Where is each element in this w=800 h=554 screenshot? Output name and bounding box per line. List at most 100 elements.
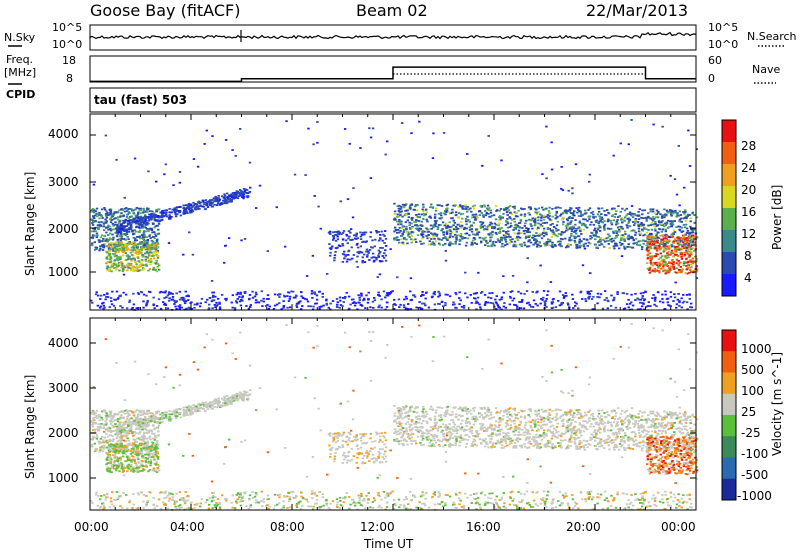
power-cell <box>481 226 485 228</box>
nave-tick-bottom: 0 <box>708 72 715 85</box>
power-cell <box>321 295 324 298</box>
power-cell <box>448 225 451 228</box>
power-cell <box>112 228 116 231</box>
power-cell <box>692 270 695 272</box>
velocity-cell <box>153 414 156 417</box>
power-cell <box>678 225 682 228</box>
power-cell <box>654 296 657 299</box>
power-cell <box>468 228 472 231</box>
power-cell <box>197 208 200 210</box>
power-cell <box>214 195 217 198</box>
power-cell <box>462 205 465 207</box>
power-cell <box>583 212 587 215</box>
power-cell <box>293 173 297 176</box>
power-cell <box>245 189 249 191</box>
power-cell <box>144 239 147 242</box>
power-cell <box>665 222 669 225</box>
power-cell <box>464 206 468 209</box>
power-cell <box>644 305 648 308</box>
power-cell <box>578 240 581 243</box>
power-cell <box>535 228 539 231</box>
velocity-cell <box>136 416 139 419</box>
power-cell <box>664 272 667 275</box>
power-cell <box>243 238 247 240</box>
power-cell <box>690 239 694 241</box>
power-cell <box>481 222 485 224</box>
velocity-cell <box>120 414 123 417</box>
power-cell <box>124 293 128 296</box>
power-cell <box>630 301 633 304</box>
power-cell <box>454 204 457 207</box>
power-cell <box>522 230 526 232</box>
power-cell <box>150 227 153 230</box>
power-cell <box>367 298 370 301</box>
power-ytick-3000: 3000 <box>48 175 79 189</box>
power-cell <box>384 254 388 257</box>
power-cell <box>111 222 114 225</box>
power-cell <box>339 245 342 247</box>
power-cell <box>329 302 332 305</box>
velocity-cell <box>103 444 106 447</box>
velocity-cell <box>95 448 99 450</box>
power-cell <box>424 297 427 300</box>
power-cell <box>670 262 674 265</box>
velocity-cell <box>104 416 108 419</box>
velocity-cell <box>93 429 97 432</box>
power-cell <box>407 208 411 211</box>
power-cell <box>444 304 447 306</box>
power-cell <box>142 232 145 235</box>
power-cell <box>687 244 690 247</box>
power-cell <box>146 208 149 211</box>
power-cell <box>141 267 145 269</box>
power-cell <box>248 294 252 296</box>
power-cell <box>677 264 681 267</box>
power-cell <box>498 228 502 231</box>
power-cell <box>287 291 291 294</box>
power-cell <box>608 227 611 230</box>
power-cell <box>128 264 131 267</box>
power-cell <box>647 301 650 304</box>
power-cell <box>341 238 345 241</box>
power-cell <box>561 189 565 192</box>
power-cell <box>661 214 665 217</box>
velocity-cell <box>149 412 153 415</box>
power-cell <box>546 214 550 216</box>
power-cell <box>444 302 447 304</box>
power-cell <box>690 248 693 251</box>
power-cell <box>94 230 98 233</box>
power-cell <box>416 216 420 218</box>
power-cell <box>510 240 513 243</box>
power-cell <box>422 218 425 220</box>
power-cell <box>467 208 471 211</box>
power-cell <box>654 223 657 225</box>
power-cell <box>662 237 666 240</box>
power-cell <box>495 233 498 235</box>
power-cell <box>373 245 376 248</box>
power-cell <box>91 208 94 211</box>
power-cell <box>431 207 435 209</box>
power-cell <box>248 298 251 301</box>
velocity-cell <box>136 437 139 440</box>
power-cell <box>615 223 618 226</box>
power-cell <box>344 239 348 242</box>
velocity-cell <box>120 424 123 427</box>
power-cell <box>682 254 685 256</box>
power-cell <box>685 249 688 252</box>
power-cell <box>538 234 541 237</box>
power-cell <box>235 192 238 195</box>
power-cell <box>531 227 534 230</box>
power-cell <box>589 272 592 275</box>
power-cell <box>129 248 132 251</box>
power-cell <box>488 223 492 226</box>
power-cell <box>595 230 598 232</box>
power-cell <box>528 213 532 216</box>
power-cell <box>458 204 462 207</box>
power-cell <box>576 211 579 214</box>
power-cell <box>505 220 508 223</box>
power-cell <box>686 215 689 217</box>
power-cell <box>159 215 162 218</box>
power-cell <box>688 165 692 167</box>
power-cell <box>149 218 153 221</box>
power-cell <box>634 214 638 217</box>
velocity-cell <box>93 450 97 453</box>
